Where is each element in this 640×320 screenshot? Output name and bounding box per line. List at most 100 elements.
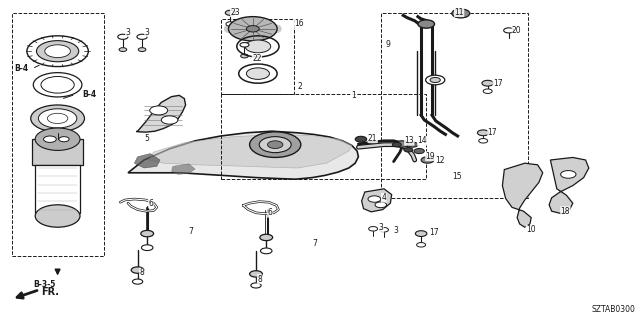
Circle shape <box>408 142 418 147</box>
Circle shape <box>426 75 445 85</box>
Text: 7: 7 <box>312 239 317 248</box>
Text: 13: 13 <box>404 136 414 145</box>
Circle shape <box>131 267 144 273</box>
Bar <box>12 13 104 256</box>
Text: 14: 14 <box>417 136 427 145</box>
Circle shape <box>368 196 381 202</box>
Circle shape <box>132 279 143 284</box>
Text: 3: 3 <box>125 28 131 36</box>
Text: 11: 11 <box>454 8 464 17</box>
Circle shape <box>250 271 262 277</box>
Bar <box>221 19 294 94</box>
Text: 12: 12 <box>435 156 445 164</box>
Text: 19: 19 <box>426 152 435 161</box>
Circle shape <box>479 139 488 143</box>
Circle shape <box>245 40 271 53</box>
Circle shape <box>259 137 291 153</box>
Circle shape <box>44 136 56 142</box>
Circle shape <box>418 20 435 28</box>
Polygon shape <box>362 189 392 212</box>
Circle shape <box>268 141 283 148</box>
Text: 15: 15 <box>452 172 461 181</box>
Bar <box>221 94 426 179</box>
Circle shape <box>404 148 413 152</box>
Circle shape <box>33 73 82 97</box>
Circle shape <box>161 116 178 124</box>
Ellipse shape <box>273 25 281 32</box>
Circle shape <box>246 68 269 79</box>
Circle shape <box>240 43 249 47</box>
Text: 3: 3 <box>379 223 384 232</box>
Circle shape <box>452 9 470 18</box>
Circle shape <box>421 157 434 163</box>
Circle shape <box>504 28 514 33</box>
Text: FR.: FR. <box>42 287 60 297</box>
Bar <box>35 165 80 213</box>
Text: 22: 22 <box>252 54 262 63</box>
Text: B-4: B-4 <box>82 90 96 99</box>
Circle shape <box>417 243 426 247</box>
Circle shape <box>260 234 273 241</box>
Circle shape <box>59 137 69 142</box>
Circle shape <box>241 54 248 58</box>
Circle shape <box>396 141 408 147</box>
Circle shape <box>375 202 387 208</box>
Text: 3: 3 <box>393 226 398 235</box>
Bar <box>32 139 83 165</box>
Text: 17: 17 <box>488 128 497 137</box>
Polygon shape <box>134 154 160 168</box>
Circle shape <box>225 10 236 15</box>
Circle shape <box>477 130 489 136</box>
Circle shape <box>35 128 80 150</box>
Text: B-4: B-4 <box>14 64 28 73</box>
Ellipse shape <box>225 25 232 32</box>
Circle shape <box>35 205 80 227</box>
Text: 17: 17 <box>493 79 502 88</box>
Polygon shape <box>136 95 186 132</box>
Polygon shape <box>128 131 358 179</box>
Circle shape <box>119 48 127 52</box>
Text: 20: 20 <box>512 26 522 35</box>
Circle shape <box>392 142 401 147</box>
Circle shape <box>36 41 79 62</box>
Circle shape <box>430 77 440 83</box>
Text: 1: 1 <box>351 91 355 100</box>
Bar <box>381 13 528 198</box>
Circle shape <box>483 89 492 93</box>
Text: 10: 10 <box>526 225 536 234</box>
Text: 2: 2 <box>298 82 302 91</box>
Text: SZTAB0300: SZTAB0300 <box>591 305 635 314</box>
Circle shape <box>355 136 367 142</box>
Text: 8: 8 <box>257 275 262 284</box>
Text: 17: 17 <box>429 228 438 237</box>
Circle shape <box>141 245 153 251</box>
Circle shape <box>414 148 424 154</box>
Circle shape <box>141 230 154 237</box>
Text: 9: 9 <box>385 40 390 49</box>
Text: 7: 7 <box>189 227 194 236</box>
Circle shape <box>45 45 70 58</box>
Circle shape <box>561 171 576 178</box>
Polygon shape <box>549 157 589 214</box>
Text: 8: 8 <box>140 268 144 277</box>
Circle shape <box>260 248 272 254</box>
Circle shape <box>369 227 378 231</box>
Circle shape <box>415 231 427 236</box>
Text: 6: 6 <box>148 199 154 208</box>
Circle shape <box>251 283 261 288</box>
Text: 3: 3 <box>145 28 150 36</box>
Text: 6: 6 <box>268 208 273 217</box>
Polygon shape <box>148 134 352 168</box>
Circle shape <box>226 22 235 26</box>
Text: 18: 18 <box>561 207 570 216</box>
Circle shape <box>150 106 168 115</box>
Text: B-3-5: B-3-5 <box>33 280 56 289</box>
Circle shape <box>380 228 388 232</box>
Text: 16: 16 <box>294 19 304 28</box>
Text: 21: 21 <box>368 134 378 143</box>
Circle shape <box>38 109 77 128</box>
Circle shape <box>482 80 493 86</box>
Circle shape <box>31 105 84 132</box>
Circle shape <box>250 132 301 157</box>
Circle shape <box>138 48 146 52</box>
